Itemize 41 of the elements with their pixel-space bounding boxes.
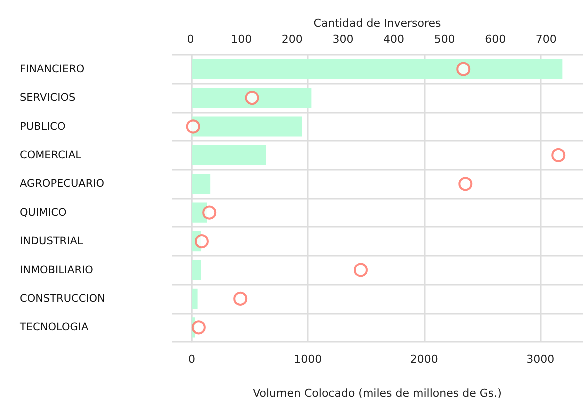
point — [354, 263, 368, 278]
point — [456, 62, 471, 76]
bar — [192, 145, 266, 166]
point — [192, 320, 206, 335]
y-tick-label: COMERCIAL — [20, 149, 82, 162]
y-tick-label: CONSTRUCCION — [20, 292, 106, 305]
y-tick-label: PUBLICO — [20, 120, 66, 133]
x-axis-title: Volumen Colocado (miles de millones de Gs.) — [253, 387, 502, 400]
point — [194, 234, 209, 249]
bar — [192, 288, 198, 309]
x-tick-label: 0 — [188, 353, 196, 366]
bar — [192, 88, 312, 108]
x2-axis-title: Cantidad de Inversores — [314, 17, 442, 30]
y-tick-label: TECNOLOGIA — [19, 322, 90, 334]
x2-tick-label: 300 — [332, 33, 354, 46]
x-tick-label: 3000 — [526, 353, 555, 366]
bar — [192, 59, 563, 80]
y-tick-label: INDUSTRIAL — [20, 236, 84, 248]
y-tick-label: SERVICIOS — [20, 92, 76, 104]
y-tick-label: AGROPECUARIO — [20, 178, 105, 190]
y-tick-label: INMOBILIARIO — [20, 264, 94, 276]
x2-tick-label: 200 — [282, 33, 303, 46]
x2-tick-label: 100 — [231, 33, 252, 46]
bar — [192, 260, 202, 280]
point — [234, 292, 248, 306]
x-tick-label: 1000 — [294, 353, 322, 366]
x2-tick-label: 700 — [536, 33, 557, 46]
point — [186, 120, 200, 134]
x2-tick-label: 400 — [384, 33, 405, 46]
bar — [192, 116, 302, 137]
point — [552, 148, 566, 162]
point — [202, 206, 217, 220]
x-tick-label: 2000 — [410, 353, 438, 366]
y-tick-label: QUIMICO — [20, 206, 67, 219]
point — [245, 91, 260, 106]
bar — [192, 174, 211, 194]
x2-tick-label: 500 — [434, 33, 456, 46]
x2-tick-label: 600 — [485, 33, 506, 46]
x2-tick-label: 0 — [187, 33, 194, 46]
point — [458, 177, 473, 192]
y-tick-label: FINANCIERO — [20, 63, 85, 76]
